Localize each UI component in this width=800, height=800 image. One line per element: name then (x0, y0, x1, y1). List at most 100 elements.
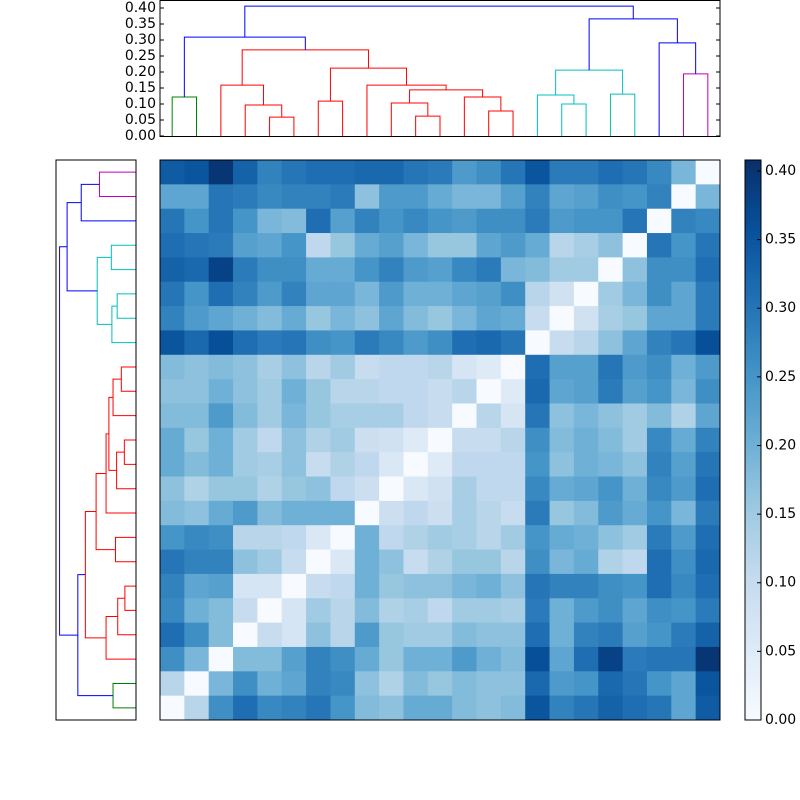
heatmap-cell (695, 379, 721, 404)
heatmap-cell (184, 379, 210, 404)
heatmap-cell (379, 598, 404, 624)
colorbar-step (745, 672, 761, 677)
top-dendrogram-frame (159, 0, 721, 137)
heatmap-cell (330, 646, 356, 672)
colorbar-step (745, 500, 761, 505)
heatmap-cell (525, 160, 550, 185)
heatmap-cell (330, 573, 356, 599)
colorbar-step (745, 656, 761, 661)
heatmap-cell (622, 281, 648, 307)
heatmap-cell (695, 573, 721, 599)
heatmap-cell (354, 281, 380, 307)
dendrogram-link (658, 42, 697, 136)
colorbar-step (745, 216, 761, 221)
colorbar-step (745, 512, 761, 517)
heatmap-cell (330, 330, 356, 356)
colorbar-step (745, 416, 761, 421)
heatmap-cell (549, 379, 575, 404)
colorbar-step (745, 540, 761, 545)
heatmap-cell (500, 646, 526, 672)
heatmap-cell (233, 573, 258, 599)
heatmap-cell (427, 427, 453, 453)
heatmap-cell (598, 476, 624, 502)
heatmap-cell (403, 330, 429, 356)
heatmap-cell (500, 622, 526, 648)
heatmap-cell (525, 695, 550, 721)
heatmap-cell (622, 646, 648, 672)
colorbar-step (745, 528, 761, 533)
heatmap-cell (306, 598, 331, 624)
heatmap-cell (500, 525, 526, 550)
heatmap-cell (403, 379, 429, 404)
heatmap-cell (208, 427, 234, 453)
heatmap-cell (184, 281, 210, 307)
heatmap-cell (233, 427, 258, 453)
heatmap-cell (525, 208, 550, 234)
colorbar-step (745, 212, 761, 217)
heatmap-cell (622, 500, 648, 526)
heatmap-cell (671, 354, 697, 380)
heatmap-cell (598, 646, 624, 672)
colorbar-step (745, 480, 761, 485)
heatmap-cell (646, 525, 672, 550)
heatmap-cell (646, 281, 672, 307)
heatmap-cell (646, 208, 672, 234)
heatmap-cell (160, 306, 185, 331)
colorbar-step (745, 412, 761, 417)
colorbar-step (745, 668, 761, 673)
heatmap-cell (257, 354, 283, 380)
colorbar-step (745, 456, 761, 461)
colorbar-step (745, 396, 761, 401)
heatmap-cell (500, 598, 526, 624)
heatmap-cell (403, 622, 429, 648)
colorbar-step (745, 368, 761, 373)
colorbar-step (745, 660, 761, 665)
heatmap-cell (646, 379, 672, 404)
heatmap-cell (598, 330, 624, 356)
heatmap-cell (208, 257, 234, 283)
heatmap-cell (500, 233, 526, 258)
heatmap-cell (208, 598, 234, 624)
heatmap-cell (160, 403, 185, 429)
heatmap-cell (306, 208, 331, 234)
heatmap-cell (573, 306, 599, 331)
heatmap-cell (403, 500, 429, 526)
heatmap-cell (306, 354, 331, 380)
heatmap-cell (671, 427, 697, 453)
heatmap-cell (160, 257, 185, 283)
heatmap-cell (549, 354, 575, 380)
heatmap-cell (695, 695, 721, 721)
heatmap-cell (646, 330, 672, 356)
heatmap-cell (476, 671, 502, 697)
heatmap-cell (379, 379, 404, 404)
heatmap-cell (598, 598, 624, 624)
colorbar-step (745, 636, 761, 641)
heatmap-cell (452, 306, 477, 331)
heatmap-cell (427, 306, 453, 331)
heatmap-cell (695, 403, 721, 429)
heatmap-cell (354, 306, 380, 331)
colorbar-step (745, 700, 761, 705)
colorbar-step (745, 516, 761, 521)
heatmap-cell (160, 452, 185, 477)
heatmap-cell (330, 208, 356, 234)
heatmap-cell (354, 184, 380, 210)
colorbar-tick-label: 0.10 (765, 575, 796, 591)
heatmap-cell (257, 646, 283, 672)
colorbar-step (745, 272, 761, 277)
heatmap-cell (184, 233, 210, 258)
colorbar-tick-label: 0.20 (765, 437, 796, 453)
heatmap-cell (573, 476, 599, 502)
heatmap-cell (476, 452, 502, 477)
colorbar-step (745, 220, 761, 225)
colorbar-step (745, 296, 761, 301)
dendrogram-link (105, 433, 136, 514)
heatmap-cell (452, 598, 477, 624)
heatmap-cell (476, 549, 502, 575)
heatmap-cell (549, 622, 575, 648)
heatmap-cell (598, 281, 624, 307)
heatmap-cell (695, 354, 721, 380)
heatmap-cell (622, 427, 648, 453)
heatmap-cell (427, 233, 453, 258)
heatmap-cell (476, 281, 502, 307)
